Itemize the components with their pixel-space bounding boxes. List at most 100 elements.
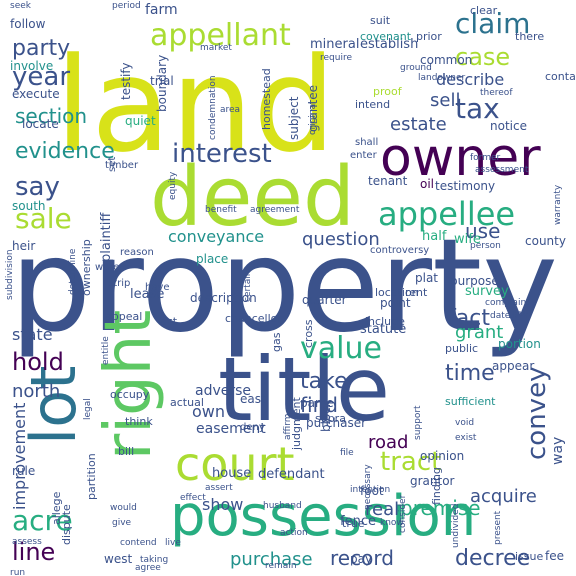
word-actual: actual xyxy=(170,396,204,409)
word-purpose: purpose xyxy=(450,274,499,288)
word-exist: exist xyxy=(455,433,477,443)
word-seek: seek xyxy=(10,1,32,11)
word-establish: establish xyxy=(360,37,418,52)
word-quiet: quiet xyxy=(125,114,156,128)
word-rule: rule xyxy=(12,464,35,478)
word-determine: determine xyxy=(68,248,78,295)
word-act: act xyxy=(160,315,178,328)
word-say: say xyxy=(15,172,60,202)
word-present: present xyxy=(493,510,503,545)
word-west: west xyxy=(104,552,132,566)
word-date: date xyxy=(490,311,511,321)
word-improvement: improvement xyxy=(10,403,29,510)
word-have: have xyxy=(145,282,170,293)
word-market: market xyxy=(200,43,232,53)
word-support: support xyxy=(413,405,423,440)
word-cross: cross xyxy=(302,319,315,348)
word-describe: describe xyxy=(436,70,504,89)
word-involve: involve xyxy=(10,59,53,73)
word-case: case xyxy=(455,43,510,71)
word-grant: grant xyxy=(455,322,503,343)
word-right: right xyxy=(92,310,166,460)
word-subject: subject xyxy=(287,96,301,140)
word-run: run xyxy=(10,568,25,576)
word-place: place xyxy=(196,252,228,266)
word-estate: estate xyxy=(390,114,447,135)
word-period: period xyxy=(112,1,141,11)
word-contend: contend xyxy=(120,538,157,548)
word-east: east xyxy=(240,392,266,406)
word-acquire: acquire xyxy=(470,486,537,507)
word-statute: statute xyxy=(360,322,406,337)
word-equity: equity xyxy=(168,171,178,200)
word-oil: oil xyxy=(420,177,434,191)
word-common: common xyxy=(420,53,472,67)
word-assessment: assessment xyxy=(475,165,529,175)
word-deed: deed xyxy=(150,150,355,245)
word-locate: locate xyxy=(22,117,59,131)
word-controversy: controversy xyxy=(370,245,429,256)
word-remain: remain xyxy=(265,561,297,571)
word-affirm: affirm xyxy=(283,413,293,440)
word-appellant: appellant xyxy=(150,18,291,53)
word-warranty: warranty xyxy=(553,184,563,225)
word-tax: tax xyxy=(455,92,500,125)
word-real: real xyxy=(365,499,399,520)
word-testify: testify xyxy=(119,63,133,101)
word-original: original xyxy=(308,101,318,135)
word-easement: easement xyxy=(196,421,266,437)
word-know: know xyxy=(380,518,404,528)
word-supra: supra xyxy=(315,412,346,425)
word-farm: farm xyxy=(145,2,178,18)
word-follow: follow xyxy=(10,17,46,31)
word-defendant: defendant xyxy=(258,467,325,482)
word-suit: suit xyxy=(370,14,391,27)
word-water: water xyxy=(95,262,124,273)
word-portion: portion xyxy=(498,337,541,351)
word-block: block xyxy=(319,400,333,432)
word-ground: ground xyxy=(400,63,432,73)
word-execute: execute xyxy=(12,87,60,101)
word-live: live xyxy=(165,538,181,548)
word-county: county xyxy=(525,234,566,248)
word-acre: acre xyxy=(12,504,73,537)
word-entitle: entitle xyxy=(101,336,111,365)
word-possession: possession xyxy=(170,484,476,549)
word-question: question xyxy=(302,229,380,250)
word-occupy: occupy xyxy=(110,388,150,401)
word-allege: allege xyxy=(50,491,63,525)
word-description: description xyxy=(190,291,257,305)
word-agree: agree xyxy=(135,563,161,573)
word-appear: appear xyxy=(492,359,534,373)
word-finding: finding xyxy=(430,467,443,505)
word-require: require xyxy=(320,53,352,63)
word-show: show xyxy=(202,495,243,514)
word-interest: interest xyxy=(172,139,272,169)
word-consider: consider xyxy=(398,494,408,533)
word-record: record xyxy=(330,546,394,570)
word-notice: notice xyxy=(490,119,527,133)
word-purchaser: purchaser xyxy=(306,416,366,430)
word-fee: fee xyxy=(545,549,564,563)
word-title: title xyxy=(218,338,390,441)
word-legal: legal xyxy=(83,398,93,420)
word-court: court xyxy=(175,437,295,491)
word-rent: rent xyxy=(405,286,428,299)
word-way: way xyxy=(550,437,566,465)
word-value: value xyxy=(300,331,382,366)
word-tenant: tenant xyxy=(368,174,408,188)
word-section: section xyxy=(15,104,87,128)
word-appellee: appellee xyxy=(378,195,515,233)
word-fact: fact xyxy=(448,306,490,331)
word-conveyance: conveyance xyxy=(168,227,264,246)
word-set: set xyxy=(107,157,118,172)
word-heir: heir xyxy=(12,239,35,253)
word-own: own xyxy=(192,402,225,421)
word-take: take xyxy=(300,369,348,394)
word-there: there xyxy=(515,30,544,43)
word-bill: bill xyxy=(118,445,134,458)
word-assert: assert xyxy=(205,483,233,493)
word-party: party xyxy=(12,36,70,61)
word-state: state xyxy=(12,325,53,344)
word-property: property xyxy=(10,212,558,361)
